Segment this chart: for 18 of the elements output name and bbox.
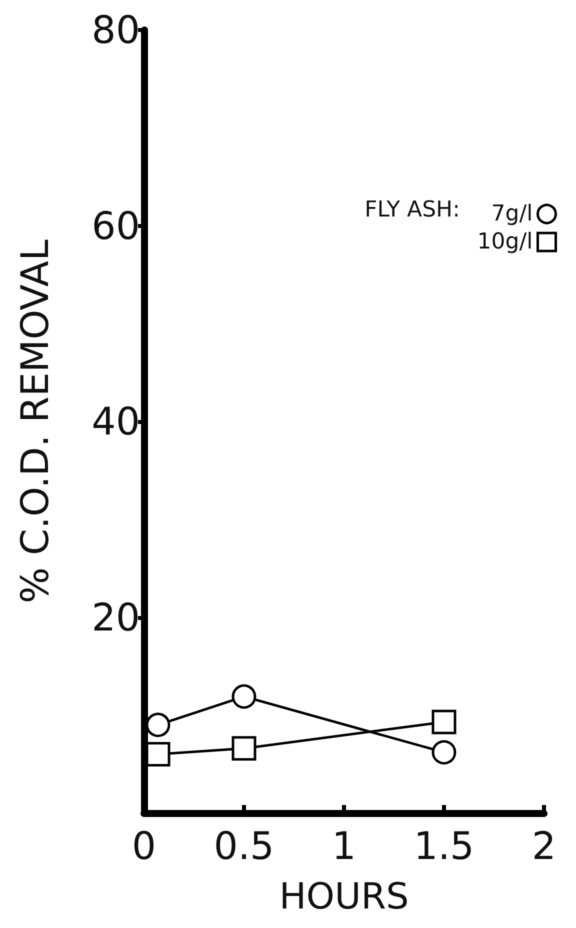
legend-title: FLY ASH: bbox=[364, 198, 460, 222]
point bbox=[232, 684, 256, 709]
legend-label: 7g/l bbox=[491, 202, 533, 226]
x-axis-title: HOURS bbox=[279, 876, 409, 918]
x-tick-label: 0.5 bbox=[214, 824, 274, 868]
legend-label: 10g/l bbox=[477, 230, 533, 254]
point bbox=[432, 740, 456, 765]
x-tick-label: 0 bbox=[132, 824, 156, 868]
point bbox=[432, 710, 456, 734]
y-tick-label: 20 bbox=[92, 595, 140, 640]
y-tick-label: 80 bbox=[92, 8, 140, 52]
x-tick-label: 2 bbox=[532, 824, 556, 868]
y-tick-label: 60 bbox=[92, 204, 140, 248]
point bbox=[232, 736, 256, 761]
y-axis-title: % C.O.D. REMOVAL bbox=[13, 240, 57, 604]
y-tick-label: 40 bbox=[92, 400, 140, 444]
x-tick-label: 1 bbox=[332, 824, 356, 868]
x-tick-label: 1.5 bbox=[414, 824, 474, 868]
